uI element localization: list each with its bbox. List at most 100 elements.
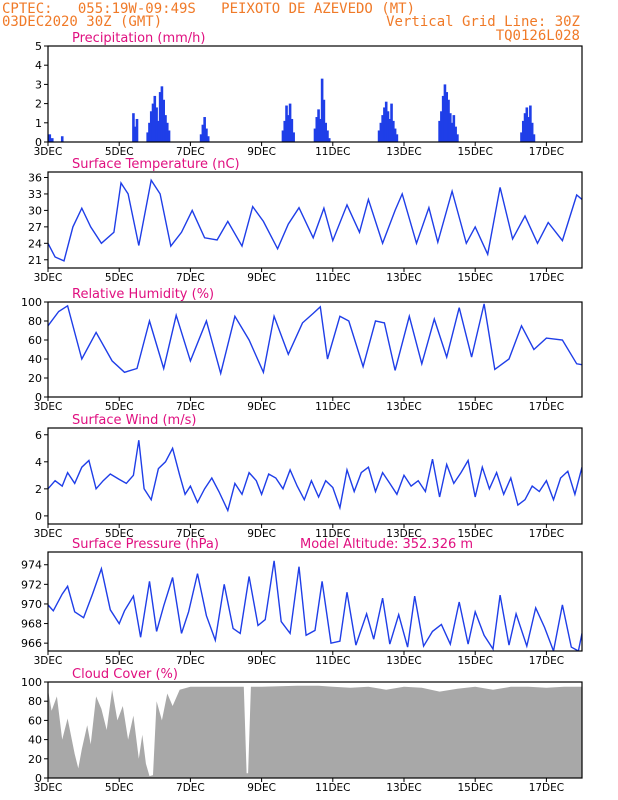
precipitation-bar (283, 120, 287, 142)
precipitation-bar (441, 95, 445, 142)
x-tick-label: 5DEC (105, 782, 134, 794)
precipitation-bar (165, 122, 169, 142)
x-tick-label: 13DEC (386, 782, 421, 794)
x-tick-label: 15DEC (457, 528, 492, 540)
cloud_cover-title: Cloud Cover (%) (72, 667, 178, 682)
x-tick-label: 17DEC (529, 655, 564, 667)
x-tick-label: 17DEC (529, 782, 564, 794)
precipitation-bar (146, 132, 149, 142)
precipitation-bar (205, 128, 208, 142)
precipitation-bar (315, 117, 319, 142)
precipitation-bar (317, 109, 320, 142)
y-tick-label: 80 (28, 695, 42, 708)
x-tick-label: 17DEC (529, 528, 564, 540)
precipitation-bar (381, 115, 384, 142)
y-tick-label: 80 (28, 315, 42, 328)
x-tick-label: 7DEC (176, 272, 205, 284)
panel-frame (47, 551, 583, 652)
x-tick-label: 5DEC (105, 272, 134, 284)
y-tick-label: 24 (28, 237, 42, 250)
relative_humidity-line (48, 303, 582, 377)
y-tick-label: 60 (28, 334, 42, 347)
y-tick-label: 6 (35, 429, 42, 442)
precipitation-bar (440, 111, 443, 142)
precipitation-bar (388, 118, 392, 142)
precipitation-bar (151, 103, 155, 142)
precipitation-bar (160, 86, 164, 142)
x-tick-label: 13DEC (386, 528, 421, 540)
x-tick-label: 9DEC (247, 272, 276, 284)
precipitation-bar (383, 107, 386, 142)
panel-frame (47, 681, 583, 779)
header-date: 03DEC2020 30Z (GMT) (2, 14, 163, 30)
precipitation-bar (132, 113, 135, 142)
model-altitude-label: Model Altitude: 352.326 m (300, 537, 473, 552)
y-tick-label: 20 (28, 753, 42, 766)
y-tick-label: 2 (35, 483, 42, 496)
x-tick-label: 9DEC (247, 782, 276, 794)
y-tick-label: 27 (28, 221, 42, 234)
precipitation-bar (520, 132, 523, 142)
precipitation-bar (324, 122, 327, 142)
cloud_cover-area (48, 685, 582, 778)
panel-frame (47, 301, 583, 398)
x-tick-label: 11DEC (315, 782, 350, 794)
panel-frame (47, 45, 583, 143)
y-tick-label: 20 (28, 372, 42, 385)
y-tick-label: 972 (21, 578, 42, 591)
surface_temperature-title: Surface Temperature (nC) (72, 157, 240, 172)
precipitation-bar (521, 120, 525, 142)
surface_pressure-line (48, 560, 582, 651)
precipitation-bar (281, 130, 285, 142)
x-tick-label: 9DEC (247, 401, 276, 413)
y-tick-label: 21 (28, 254, 42, 267)
x-tick-label: 13DEC (386, 655, 421, 667)
precipitation-bar (447, 99, 450, 142)
precipitation-bar (60, 136, 64, 142)
y-tick-label: 30 (28, 204, 42, 217)
x-tick-label: 15DEC (457, 272, 492, 284)
x-tick-label: 15DEC (457, 146, 492, 158)
x-tick-label: 3DEC (34, 401, 63, 413)
precipitation-bar (285, 105, 288, 142)
y-tick-label: 4 (35, 59, 42, 72)
precipitation-bar (445, 92, 449, 142)
x-tick-label: 7DEC (176, 401, 205, 413)
precipitation-bar (153, 95, 157, 142)
x-tick-label: 11DEC (315, 401, 350, 413)
x-tick-label: 11DEC (315, 655, 350, 667)
precipitation-bar (386, 111, 390, 142)
precipitation-bar (290, 118, 294, 142)
y-tick-label: 0 (35, 772, 42, 785)
x-tick-label: 17DEC (529, 272, 564, 284)
surface_pressure-title: Surface Pressure (hPa) (72, 537, 219, 552)
precipitation-bar (525, 107, 529, 142)
x-tick-label: 11DEC (315, 528, 350, 540)
x-tick-label: 9DEC (247, 146, 276, 158)
precipitation-bar (155, 107, 158, 142)
precipitation-bar (443, 84, 447, 142)
precipitation-bar (448, 113, 452, 142)
precipitation-bar (319, 118, 322, 142)
y-tick-label: 100 (21, 676, 42, 689)
panel-frame (47, 427, 583, 525)
x-tick-label: 5DEC (105, 528, 134, 540)
x-tick-label: 11DEC (315, 272, 350, 284)
x-tick-label: 13DEC (386, 272, 421, 284)
x-tick-label: 17DEC (529, 401, 564, 413)
precipitation-bar (199, 134, 203, 142)
header-model-id: TQ0126L028 (495, 28, 580, 44)
y-tick-label: 970 (21, 598, 42, 611)
y-tick-label: 33 (28, 188, 42, 201)
y-tick-label: 3 (35, 78, 42, 91)
precipitation-bar (288, 103, 292, 142)
surface_temperature-line (48, 178, 582, 262)
precipitation-bar (523, 113, 527, 142)
y-tick-label: 2 (35, 98, 42, 111)
header-grid-info: Vertical Grid Line: 30Z (386, 14, 580, 30)
precipitation-bar (450, 122, 454, 142)
x-tick-label: 15DEC (457, 782, 492, 794)
y-tick-label: 0 (35, 136, 42, 149)
x-tick-label: 3DEC (34, 146, 63, 158)
precipitation-bar (327, 138, 331, 142)
